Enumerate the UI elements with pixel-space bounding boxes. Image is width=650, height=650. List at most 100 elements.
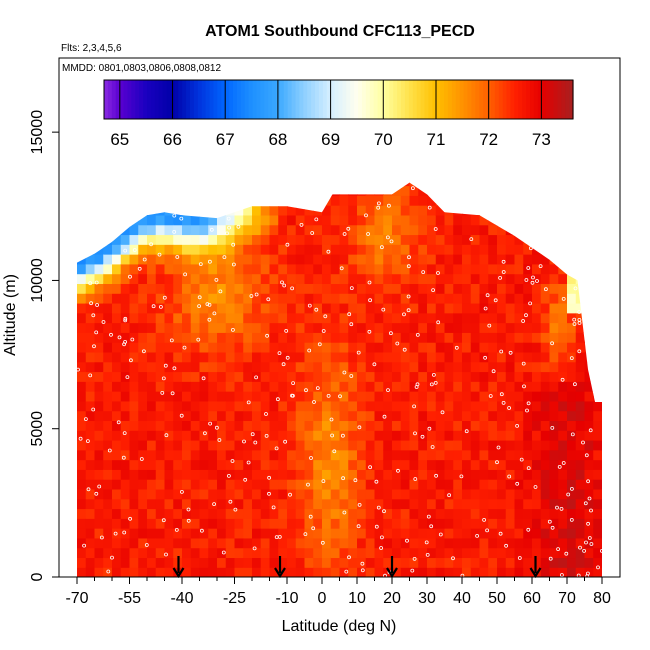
observation-point: [243, 477, 248, 482]
heatmap-cell: [348, 488, 358, 500]
heatmap-cell: [129, 469, 139, 480]
heatmap-cell: [418, 547, 428, 559]
observation-point: [360, 561, 365, 566]
observation-point: [123, 339, 127, 344]
observation-point: [522, 384, 526, 389]
heatmap-cell: [234, 351, 244, 363]
heatmap-cell: [225, 459, 236, 470]
heatmap-cell: [295, 508, 306, 519]
heatmap-cell: [400, 182, 411, 187]
heatmap-cell: [339, 391, 349, 402]
heatmap-cell: [453, 557, 463, 568]
heatmap-cell: [129, 283, 139, 294]
heatmap-cell: [540, 469, 551, 480]
heatmap-cell: [357, 391, 367, 402]
colorbar-segment: [401, 80, 406, 119]
heatmap-cell: [532, 498, 542, 510]
heatmap-cell: [120, 381, 131, 392]
heatmap-cell: [575, 273, 586, 284]
heatmap-cell: [287, 302, 297, 314]
heatmap-cell: [112, 234, 122, 245]
heatmap-cell: [330, 430, 341, 441]
heatmap-cell: [234, 302, 244, 314]
heatmap-cell: [243, 351, 253, 363]
observation-point: [197, 295, 202, 300]
heatmap-cell: [94, 371, 104, 382]
heatmap-cell: [348, 528, 358, 539]
heatmap-cell: [234, 342, 244, 353]
heatmap-cell: [532, 430, 542, 441]
observation-point: [367, 280, 372, 285]
heatmap-cell: [112, 420, 122, 431]
heatmap-cell: [453, 322, 463, 333]
heatmap-cell: [427, 449, 437, 461]
heatmap-cell: [199, 283, 209, 294]
heatmap-cell: [540, 351, 551, 363]
heatmap-cell: [190, 400, 201, 412]
heatmap-cell: [269, 342, 279, 353]
heatmap-cell: [164, 498, 174, 510]
heatmap-cell: [593, 439, 602, 451]
heatmap-cell: [103, 420, 113, 431]
heatmap-cell: [488, 518, 498, 529]
observation-point: [342, 510, 347, 515]
heatmap-cell: [497, 439, 507, 451]
heatmap-cell: [532, 254, 542, 265]
heatmap-cell: [155, 371, 166, 382]
heatmap-cell: [313, 537, 323, 549]
observation-point: [548, 556, 553, 561]
heatmap-cell: [252, 420, 262, 431]
colorbar-tick-label: 70: [374, 130, 393, 149]
observation-point: [405, 538, 409, 543]
heatmap-cell: [77, 195, 87, 206]
heatmap-cell: [514, 322, 524, 333]
heatmap-cell: [418, 185, 428, 196]
heatmap-cell: [234, 439, 244, 451]
heatmap-cell: [120, 195, 131, 206]
observation-point: [485, 528, 490, 533]
heatmap-cell: [85, 293, 96, 304]
heatmap-cell: [304, 224, 314, 236]
heatmap-cell: [453, 332, 463, 343]
heatmap-cell: [217, 528, 227, 539]
heatmap-cell: [549, 332, 559, 343]
observation-point: [242, 439, 246, 444]
heatmap-cell: [278, 547, 288, 559]
heatmap-cell: [94, 547, 104, 559]
heatmap-cell: [584, 381, 594, 392]
heatmap-cell: [453, 361, 463, 373]
heatmap-cell: [593, 400, 602, 412]
observation-point: [107, 448, 112, 453]
heatmap-cell: [505, 528, 516, 539]
heatmap-cell: [593, 224, 602, 236]
heatmap-cell: [444, 322, 454, 333]
heatmap-cell: [147, 182, 157, 187]
observation-point: [440, 410, 445, 415]
heatmap-cell: [409, 293, 419, 304]
heatmap-cell: [225, 547, 236, 559]
heatmap-cell: [295, 224, 306, 236]
heatmap-cell: [392, 234, 402, 245]
observation-point: [577, 349, 582, 354]
heatmap-cell: [182, 430, 192, 441]
heatmap-cell: [549, 351, 559, 363]
heatmap-cell: [234, 273, 244, 284]
heatmap-cell: [339, 273, 349, 284]
heatmap-cell: [374, 293, 384, 304]
heatmap-cell: [470, 185, 481, 196]
observation-point: [524, 313, 528, 318]
heatmap-cell: [147, 488, 157, 500]
heatmap-cell: [313, 449, 323, 461]
heatmap-cell: [400, 391, 411, 402]
heatmap-cell: [497, 400, 507, 412]
heatmap-cell: [558, 293, 568, 304]
heatmap-cell: [155, 195, 166, 206]
dates-note: MMDD: 0801,0803,0806,0808,0812: [62, 63, 221, 74]
heatmap-cell: [147, 244, 157, 255]
observation-point: [368, 465, 373, 470]
heatmap-cell: [138, 322, 148, 333]
observation-point: [267, 475, 272, 480]
heatmap-cell: [225, 488, 236, 500]
heatmap-cell: [138, 234, 148, 245]
heatmap-cell: [164, 263, 174, 275]
